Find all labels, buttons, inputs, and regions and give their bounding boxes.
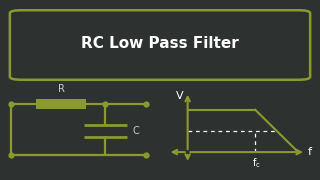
Text: RC Low Pass Filter: RC Low Pass Filter xyxy=(81,36,239,51)
Text: $\mathregular{f_c}$: $\mathregular{f_c}$ xyxy=(252,157,261,170)
FancyBboxPatch shape xyxy=(10,10,310,80)
Bar xyxy=(36,99,86,109)
Text: R: R xyxy=(58,84,65,95)
Text: V: V xyxy=(175,91,183,101)
Text: f: f xyxy=(308,147,311,157)
Text: C: C xyxy=(132,126,139,136)
